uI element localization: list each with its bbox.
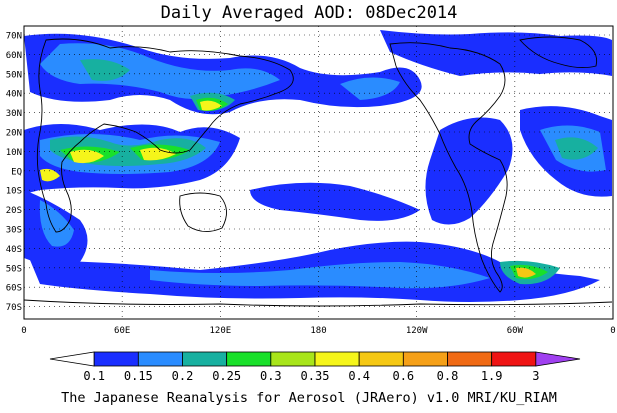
map-title: Daily Averaged AOD: 08Dec2014 — [161, 3, 458, 23]
colorbar-labels: 0.1 0.15 0.2 0.25 0.3 0.35 0.4 0.6 0.8 1.9 3 — [83, 369, 539, 383]
lat-label: 40N — [6, 90, 22, 100]
colorbar-label: 0.15 — [124, 369, 153, 383]
colorbar-cell — [314, 351, 360, 367]
colorbar-cell — [402, 351, 448, 367]
lat-label: 70S — [6, 303, 22, 313]
map-panel — [23, 25, 614, 320]
colorbar-label: 0.25 — [212, 369, 241, 383]
colorbar-label: 3 — [532, 369, 539, 383]
lat-label: 10S — [6, 187, 22, 197]
colorbar-cell — [535, 351, 581, 367]
lat-label: 10N — [6, 148, 22, 158]
lon-label: 0 — [21, 326, 26, 336]
colorbar-cell — [182, 351, 228, 367]
lon-label: 0 — [610, 326, 615, 336]
colorbar-cell — [491, 351, 537, 367]
colorbar-label: 1.9 — [481, 369, 503, 383]
colorbar-label: 0.3 — [260, 369, 282, 383]
colorbar-cell — [137, 351, 183, 367]
map-frame — [23, 25, 614, 320]
lat-label: 50S — [6, 264, 22, 274]
colorbar-label: 0.8 — [437, 369, 459, 383]
graticule — [24, 26, 613, 319]
colorbar-cell — [358, 351, 404, 367]
lon-label: 180 — [310, 326, 326, 336]
lat-label: 60S — [6, 284, 22, 294]
colorbar-cell — [226, 351, 272, 367]
colorbar-cell — [93, 351, 139, 367]
coastlines — [23, 36, 613, 307]
aod-shading — [24, 30, 612, 302]
lat-label: 70N — [6, 32, 22, 42]
lat-label: 40S — [6, 245, 22, 255]
lat-label: 20S — [6, 206, 22, 216]
colorbar-cell — [49, 351, 95, 367]
colorbar-label: 0.2 — [172, 369, 194, 383]
lon-label: 60E — [114, 326, 130, 336]
colorbar-label: 0.6 — [392, 369, 414, 383]
lon-label: 120E — [209, 326, 231, 336]
colorbar-label: 0.35 — [301, 369, 330, 383]
colorbar-label: 0.4 — [348, 369, 370, 383]
lat-label: 50N — [6, 70, 22, 80]
lat-label: 30N — [6, 109, 22, 119]
lat-label: 20N — [6, 129, 22, 139]
lat-label: EQ — [11, 167, 22, 177]
colorbar-cell — [447, 351, 493, 367]
latitude-labels: 70N 60N 50N 40N 30N 20N 10N EQ 10S 20S 30S 40S 50S 60… — [6, 32, 22, 314]
lon-label: 120W — [406, 326, 428, 336]
lat-label: 30S — [6, 226, 22, 236]
colorbar — [49, 351, 581, 367]
colorbar-cell — [270, 351, 316, 367]
lat-label: 60N — [6, 51, 22, 61]
longitude-labels: 0 60E 120E 180 120W 60W 0 — [21, 326, 615, 336]
colorbar-label: 0.1 — [83, 369, 105, 383]
lon-label: 60W — [507, 326, 524, 336]
footer-credit: The Japanese Reanalysis for Aerosol (JRA… — [61, 390, 557, 406]
